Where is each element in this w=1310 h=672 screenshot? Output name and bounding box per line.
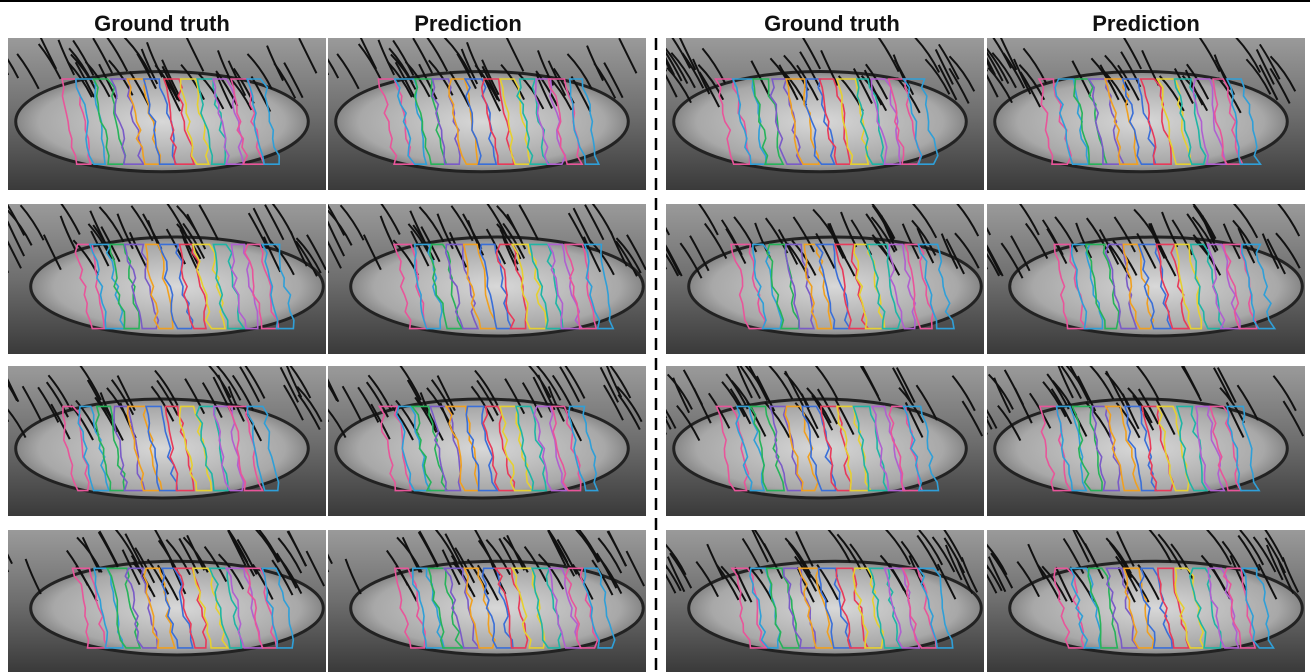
eye-panel: [966, 200, 1305, 354]
figure-canvas: Ground truth Prediction Ground truth Pre…: [0, 0, 1310, 672]
eyelash: [0, 387, 8, 422]
figure: Ground truth Prediction Ground truth Pre…: [0, 0, 1310, 672]
eye-panel: [963, 361, 1305, 516]
eye-panel: [307, 199, 646, 354]
column-header: Ground truth: [764, 11, 900, 36]
eye-panel: [645, 200, 984, 354]
eyelid: [689, 561, 982, 655]
column-header: Ground truth: [94, 11, 230, 36]
eye-panel: [966, 527, 1305, 672]
eye-panel: [0, 526, 326, 672]
eye-panel: [309, 34, 646, 190]
eyelash: [650, 36, 667, 71]
eyelash: [0, 238, 8, 273]
eye-panel: [304, 526, 646, 672]
eye-panel: [642, 361, 984, 516]
eye-panel: [971, 33, 1305, 190]
eye-panel: [645, 527, 984, 672]
eye-panel: [0, 362, 326, 516]
column-header: Prediction: [414, 11, 522, 36]
eyelash: [0, 40, 8, 75]
eyelash: [0, 537, 8, 572]
eye-panel: [0, 199, 326, 354]
eye-panel: [650, 33, 984, 190]
eye-panel: [0, 34, 326, 190]
eyelid: [16, 71, 309, 171]
column-header: Prediction: [1092, 11, 1200, 36]
eye-panel: [305, 362, 646, 516]
